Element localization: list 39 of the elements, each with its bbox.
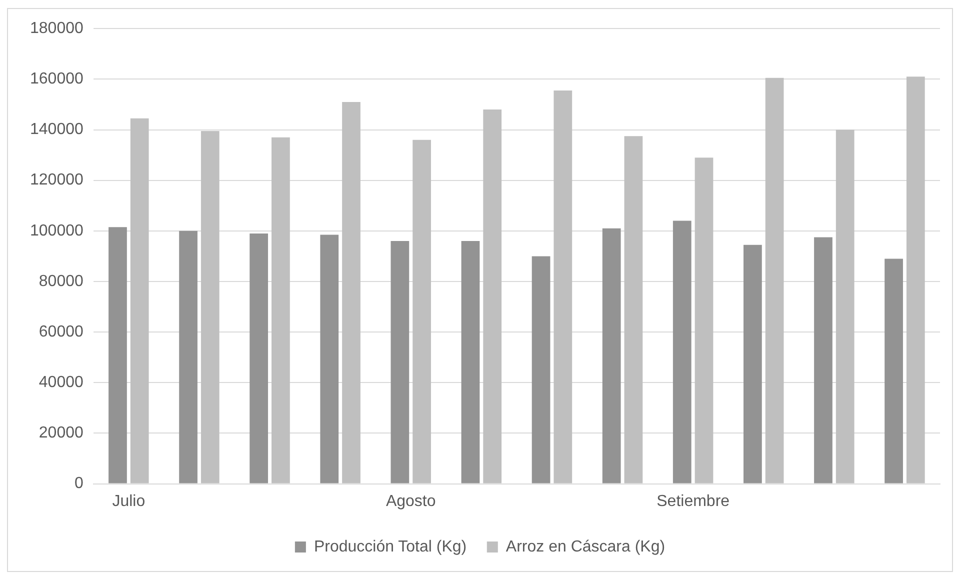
bar	[672, 220, 692, 484]
bar	[744, 244, 762, 484]
bar	[765, 78, 784, 484]
bar	[814, 237, 832, 484]
bar	[483, 110, 502, 484]
y-tick-label: 0	[74, 475, 84, 492]
legend-label: Producción Total (Kg)	[314, 538, 467, 556]
y-tick-label: 60000	[38, 323, 84, 340]
bar	[342, 102, 360, 484]
bar	[250, 233, 268, 484]
bar	[532, 256, 550, 484]
bar	[836, 130, 854, 484]
legend-label: Arroz en Cáscara (Kg)	[506, 538, 666, 556]
bar	[602, 228, 621, 484]
y-tick-label: 140000	[30, 121, 84, 138]
bar	[694, 158, 714, 484]
y-tick-label: 180000	[30, 20, 84, 38]
y-tick-label: 120000	[30, 172, 84, 189]
bar	[624, 136, 643, 484]
bar	[272, 137, 290, 484]
bar	[179, 230, 198, 484]
y-tick-label: 20000	[38, 424, 84, 442]
bar	[130, 118, 149, 484]
y-tick-label: 160000	[30, 70, 84, 88]
bar	[412, 140, 431, 484]
bar	[461, 241, 480, 484]
bar	[884, 258, 903, 484]
bar	[554, 90, 572, 484]
bar	[906, 76, 925, 484]
bar	[390, 241, 410, 484]
x-tick-label: Agosto	[386, 492, 436, 510]
bar	[320, 234, 339, 484]
bar	[108, 227, 127, 484]
x-tick-label: Setiembre	[656, 492, 730, 510]
y-tick-label: 80000	[38, 272, 84, 290]
x-tick-label: Julio	[112, 492, 146, 510]
y-tick-label: 100000	[30, 222, 84, 240]
bar	[200, 131, 220, 484]
y-tick-label: 40000	[38, 374, 84, 392]
